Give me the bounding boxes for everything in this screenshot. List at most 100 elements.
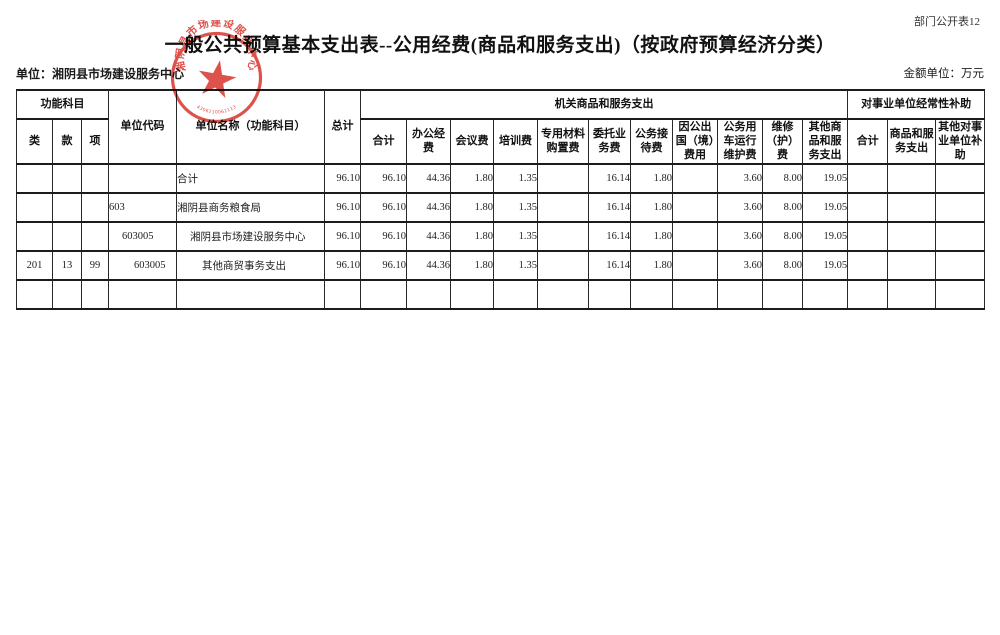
cell xyxy=(588,279,632,311)
cell: 1.35 xyxy=(493,221,539,253)
cell: 44.36 xyxy=(406,221,452,253)
header-g2-subtotal: 合计 xyxy=(847,117,889,166)
cell: 201 xyxy=(16,250,53,282)
cell: 13 xyxy=(52,250,82,282)
cell xyxy=(672,192,719,224)
cell: 3.60 xyxy=(717,250,764,282)
cell: 44.36 xyxy=(406,163,452,195)
cell xyxy=(537,279,590,311)
cell xyxy=(80,163,110,195)
header-func-group: 功能科目 xyxy=(15,89,110,120)
cell xyxy=(16,192,53,224)
cell: 96.10 xyxy=(324,250,362,282)
cell xyxy=(935,221,986,253)
doc-number-label: 部门公开表12 xyxy=(914,16,980,28)
cell xyxy=(935,250,986,282)
cell: 1.80 xyxy=(630,192,674,224)
table-row xyxy=(16,279,986,311)
cell xyxy=(935,279,986,311)
cell xyxy=(80,221,110,253)
header-kuan: 款 xyxy=(52,117,82,166)
cell xyxy=(360,279,408,311)
header-meeting-fee: 会议费 xyxy=(450,117,495,166)
header-material-purchase: 专用材料购置费 xyxy=(537,117,590,166)
cell: 湘阴县商务粮食局 xyxy=(176,192,326,224)
cell xyxy=(847,221,889,253)
cell xyxy=(935,192,986,224)
cell: 1.35 xyxy=(493,163,539,195)
cell: 3.60 xyxy=(717,221,764,253)
cell: 3.60 xyxy=(717,192,764,224)
cell xyxy=(108,163,178,195)
cell: 16.14 xyxy=(588,221,632,253)
cell: 1.35 xyxy=(493,250,539,282)
cell: 8.00 xyxy=(762,250,804,282)
cell: 16.14 xyxy=(588,163,632,195)
cell: 8.00 xyxy=(762,192,804,224)
cell: 99 xyxy=(80,250,110,282)
header-xiang: 项 xyxy=(80,117,110,166)
cell: 96.10 xyxy=(324,163,362,195)
cell: 1.80 xyxy=(450,250,495,282)
amount-unit-label: 金额单位：万元 xyxy=(903,68,985,80)
page-title: 一般公共预算基本支出表--公用经费(商品和服务支出)（按政府预算经济分类） xyxy=(164,35,836,56)
cell xyxy=(672,279,719,311)
cell: 1.35 xyxy=(493,192,539,224)
cell xyxy=(176,279,326,311)
cell: 16.14 xyxy=(588,250,632,282)
cell: 96.10 xyxy=(360,221,408,253)
header-vehicle-maintenance: 公务用车运行维护费 xyxy=(717,117,764,166)
cell: 3.60 xyxy=(717,163,764,195)
cell xyxy=(80,192,110,224)
budget-table: 功能科目 单位代码 单位名称（功能科目） 总计 机关商品和服务支出 对事业单位经… xyxy=(15,88,986,311)
cell xyxy=(887,250,937,282)
cell xyxy=(717,279,764,311)
cell xyxy=(16,221,53,253)
cell: 1.80 xyxy=(630,221,674,253)
cell xyxy=(672,250,719,282)
cell xyxy=(406,279,452,311)
cell: 8.00 xyxy=(762,221,804,253)
cell: 603005 xyxy=(108,250,178,282)
cell: 603 xyxy=(108,192,178,224)
cell: 19.05 xyxy=(802,221,849,253)
cell xyxy=(630,279,674,311)
header-training-fee: 培训费 xyxy=(493,117,539,166)
cell: 1.80 xyxy=(630,250,674,282)
cell xyxy=(324,279,362,311)
header-entrusted-business: 委托业务费 xyxy=(588,117,632,166)
cell: 44.36 xyxy=(406,250,452,282)
unit-name-label: 单位：湘阴县市场建设服务中心 xyxy=(16,67,185,81)
cell xyxy=(802,279,849,311)
cell: 16.14 xyxy=(588,192,632,224)
cell xyxy=(52,279,82,311)
header-group-subsidy: 对事业单位经常性补助 xyxy=(847,89,986,120)
cell xyxy=(80,279,110,311)
cell: 19.05 xyxy=(802,163,849,195)
cell xyxy=(935,163,986,195)
cell: 96.10 xyxy=(360,163,408,195)
cell xyxy=(847,163,889,195)
cell: 96.10 xyxy=(360,250,408,282)
header-other-goods-services: 其他商品和服务支出 xyxy=(802,117,849,166)
cell xyxy=(16,279,53,311)
cell xyxy=(887,192,937,224)
meta-row: 单位：湘阴县市场建设服务中心 金额单位：万元 xyxy=(16,65,984,82)
table-row: 201 13 99 603005 其他商贸事务支出 96.10 96.10 44… xyxy=(16,250,986,282)
table-row: 603005 湘阴县市场建设服务中心 96.10 96.10 44.36 1.8… xyxy=(16,221,986,253)
header-g2-other-subsidy: 其他对事业单位补助 xyxy=(935,117,986,166)
cell xyxy=(537,192,590,224)
cell xyxy=(672,163,719,195)
table-row: 603 湘阴县商务粮食局 96.10 96.10 44.36 1.80 1.35… xyxy=(16,192,986,224)
header-office-expense: 办公经费 xyxy=(406,117,452,166)
cell: 96.10 xyxy=(360,192,408,224)
header-group-goods-services: 机关商品和服务支出 xyxy=(360,89,849,120)
cell xyxy=(887,163,937,195)
cell xyxy=(762,279,804,311)
cell xyxy=(537,221,590,253)
table-row: 合计 96.10 96.10 44.36 1.80 1.35 16.14 1.8… xyxy=(16,163,986,195)
cell xyxy=(887,221,937,253)
cell xyxy=(52,221,82,253)
cell: 96.10 xyxy=(324,221,362,253)
header-g1-subtotal: 合计 xyxy=(360,117,408,166)
